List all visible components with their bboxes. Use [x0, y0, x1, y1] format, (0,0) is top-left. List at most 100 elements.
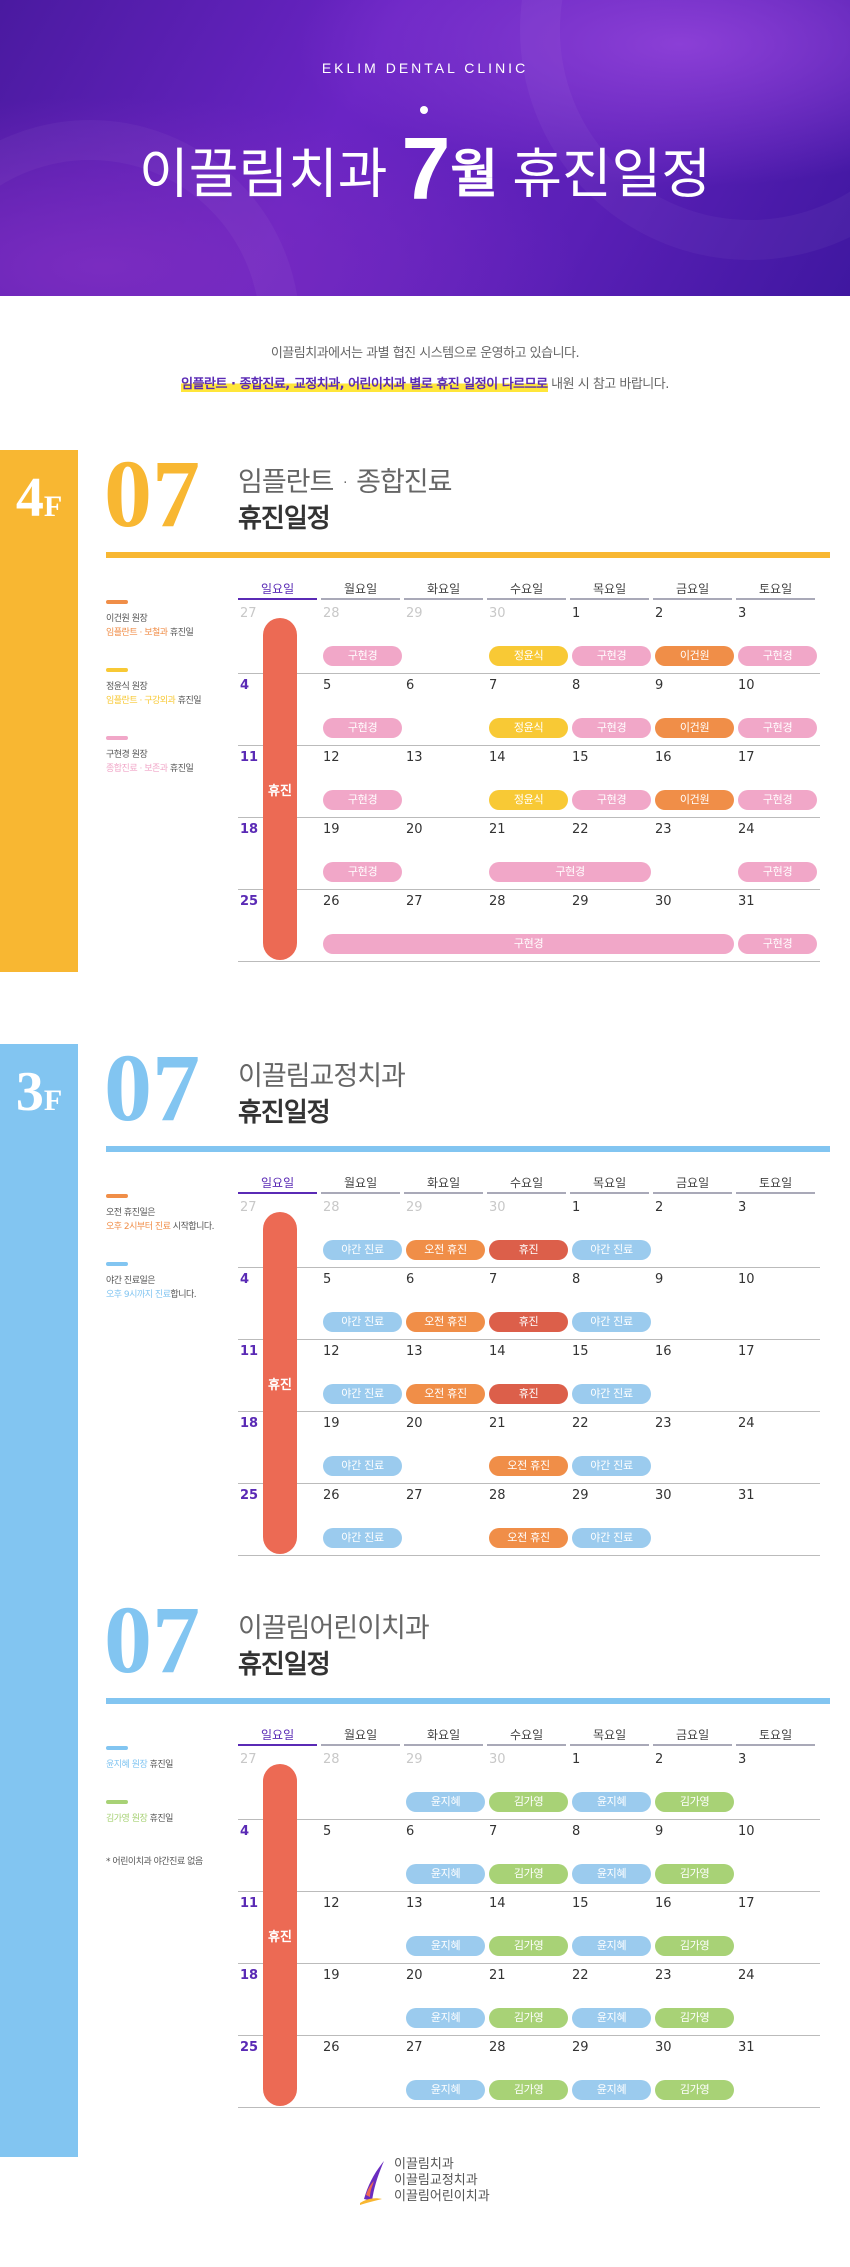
- calendar-day-number: 5: [323, 1824, 332, 1839]
- closure-pill: 김가영: [655, 1864, 735, 1884]
- closure-pill: 윤지혜: [572, 1864, 652, 1884]
- weekday-header: 토요일: [736, 1726, 816, 1746]
- closure-pill: 구현경: [572, 646, 652, 666]
- calendar-day-number: 15: [572, 1896, 589, 1911]
- calendar-day-number: 22: [572, 1416, 589, 1431]
- kids-title: 이끌림어린이치과: [238, 1613, 430, 1644]
- calendar-day-number: 19: [323, 1416, 340, 1431]
- weekday-header: 목요일: [570, 580, 650, 600]
- closure-pill: 김가영: [489, 1936, 569, 1956]
- closure-pill: 윤지혜: [572, 2008, 652, 2028]
- closure-pill: 김가영: [489, 1792, 569, 1812]
- floor-4-rule: [106, 552, 830, 558]
- calendar-day-number: 18: [240, 1968, 259, 1983]
- calendar-day-number: 7: [489, 678, 498, 693]
- closure-pill: 야간 진료: [572, 1312, 652, 1332]
- calendar-day-number: 26: [323, 2040, 340, 2055]
- calendar-day-number: 8: [572, 1272, 581, 1287]
- calendar-day-number: 11: [240, 750, 259, 765]
- calendar-week-row: 27 28 29 30 1 2 3 구현경 정윤식 구현경 이건원 구현경: [238, 602, 820, 674]
- calendar-day-number: 2: [655, 1752, 664, 1767]
- kids-subtitle: 휴진일정: [238, 1650, 331, 1680]
- calendar-day-number: 10: [738, 1272, 755, 1287]
- footer-clinic-names: 이끌림치과 이끌림교정치과 이끌림어린이치과: [394, 2157, 490, 2205]
- calendar-day-number: 17: [738, 750, 755, 765]
- calendar-week-row: 4 5 6 7 8 9 10 구현경 정윤식 구현경 이건원 구현경: [238, 674, 820, 746]
- floor-3-rule: [106, 1146, 830, 1152]
- closure-pill: 윤지혜: [572, 2080, 652, 2100]
- calendar-day-number: 30: [655, 2040, 672, 2055]
- calendar-day-number: 28: [489, 2040, 506, 2055]
- calendar-day-number: 22: [572, 1968, 589, 1983]
- calendar-day-number: 26: [323, 894, 340, 909]
- calendar-day-number: 18: [240, 1416, 259, 1431]
- closure-pill: 구현경: [738, 934, 818, 954]
- calendar-week-row: 25 26 27 28 29 30 31 구현경 구현경: [238, 890, 820, 962]
- calendar-day-number: 30: [489, 606, 506, 621]
- calendar-day-number: 16: [655, 750, 672, 765]
- legend-name: 구현경 원장: [106, 750, 148, 760]
- calendar-day-number: 6: [406, 1272, 415, 1287]
- calendar-day-number: 9: [655, 1272, 664, 1287]
- weekday-header: 목요일: [570, 1174, 650, 1194]
- calendar-day-number: 8: [572, 1824, 581, 1839]
- legend-color-bar: [106, 1746, 128, 1750]
- weekday-header: 수요일: [487, 580, 567, 600]
- calendar-day-number: 4: [240, 1824, 250, 1839]
- calendar-day-number: 15: [572, 750, 589, 765]
- calendar-day-number: 31: [738, 1488, 755, 1503]
- calendar-day-number: 17: [738, 1344, 755, 1359]
- footer-line-3: 이끌림어린이치과: [394, 2189, 490, 2204]
- closure-pill: 김가영: [489, 2008, 569, 2028]
- weekday-header: 토요일: [736, 1174, 816, 1194]
- closure-pill: 구현경: [323, 646, 403, 666]
- title-month-number: 7: [401, 119, 451, 218]
- floor-4-label: 4F: [15, 467, 63, 529]
- closure-pill: 야간 진료: [572, 1240, 652, 1260]
- calendar-day-number: 30: [655, 1488, 672, 1503]
- closure-pill: 정윤식: [489, 646, 569, 666]
- legend-desc: 오후 2시부터 진료 시작합니다.: [106, 1222, 215, 1232]
- closure-pill: 이건원: [655, 718, 735, 738]
- floor-4-month: 07: [104, 440, 200, 547]
- calendar-week-row: 11 12 13 14 15 16 17 구현경 정윤식 구현경 이건원 구현경: [238, 746, 820, 818]
- calendar-week-row: 27 28 29 30 1 2 3 야간 진료 오전 휴진 휴진 야간 진료: [238, 1196, 820, 1268]
- closure-pill: 이건원: [655, 646, 735, 666]
- page-title: 이끌림치과 7월 휴진일정: [0, 118, 850, 220]
- calendar-day-number: 25: [240, 894, 259, 909]
- calendar-week-row: 4 5 6 7 8 9 10 윤지혜 김가영 윤지혜 김가영: [238, 1820, 820, 1892]
- floor-3-section: 3F 07 이끌림교정치과 휴진일정 오전 휴진일은 오후 2시부터 진료 시작합…: [0, 1018, 850, 2157]
- sunday-closed-bar: 휴진: [263, 1212, 297, 1554]
- calendar-day-number: 1: [572, 606, 581, 621]
- kids-rule: [106, 1698, 830, 1704]
- legend-desc: 임플란트 · 보철과 휴진일: [106, 628, 194, 638]
- calendar-day-number: 9: [655, 678, 664, 693]
- weekday-header: 화요일: [404, 580, 484, 600]
- legend-color-bar: [106, 1800, 128, 1804]
- calendar-day-number: 12: [323, 1896, 340, 1911]
- calendar-day-number: 10: [738, 678, 755, 693]
- calendar-day-number: 27: [406, 2040, 423, 2055]
- closure-pill: 야간 진료: [323, 1528, 403, 1548]
- calendar-day-number: 28: [323, 1200, 340, 1215]
- calendar-day-number: 27: [240, 1752, 257, 1767]
- closure-pill: 윤지혜: [406, 1864, 486, 1884]
- calendar-day-number: 17: [738, 1896, 755, 1911]
- calendar-day-number: 30: [489, 1752, 506, 1767]
- closure-pill: 구현경: [323, 790, 403, 810]
- calendar-day-number: 27: [406, 1488, 423, 1503]
- floor-3-title: 이끌림교정치과: [238, 1061, 406, 1092]
- closure-pill: 김가영: [655, 1936, 735, 1956]
- calendar-day-number: 28: [323, 1752, 340, 1767]
- calendar-day-number: 3: [738, 606, 747, 621]
- calendar-day-number: 30: [489, 1200, 506, 1215]
- calendar-day-number: 20: [406, 1968, 423, 1983]
- calendar-day-number: 9: [655, 1824, 664, 1839]
- legend-name: 정윤식 원장: [106, 682, 148, 692]
- weekday-header: 일요일: [238, 580, 318, 600]
- closure-pill: 야간 진료: [572, 1456, 652, 1476]
- calendar-week-row: 4 5 6 7 8 9 10 야간 진료 오전 휴진 휴진 야간 진료: [238, 1268, 820, 1340]
- legend-note: * 어린이치과 야간진료 없음: [106, 1857, 203, 1867]
- calendar-day-number: 29: [572, 2040, 589, 2055]
- floor-3-month: 07: [104, 1034, 200, 1141]
